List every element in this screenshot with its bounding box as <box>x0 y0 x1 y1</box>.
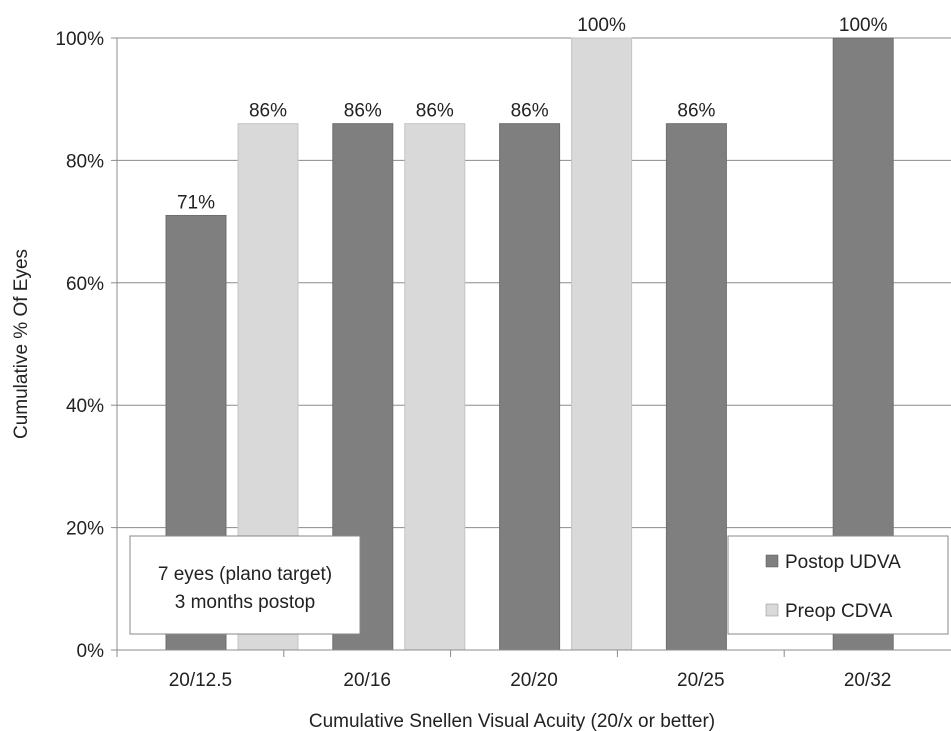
x-tick-label: 20/16 <box>343 670 391 691</box>
y-tick-label: 80% <box>66 151 104 172</box>
data-label-preop-cdva: 86% <box>249 101 287 122</box>
bar-preop-cdva <box>404 123 466 651</box>
y-axis-title: Cumulative % Of Eyes <box>11 249 32 439</box>
data-label-postop-udva: 86% <box>677 101 715 122</box>
annotation-box: 7 eyes (plano target) 3 months postop <box>129 535 361 635</box>
data-labels: 71% 86% 86% 86% 100% 86% 86% 100% <box>177 15 888 213</box>
y-tick-label: 60% <box>66 274 104 295</box>
x-axis-title: Cumulative Snellen Visual Acuity (20/x o… <box>309 711 715 731</box>
data-label-postop-udva: 86% <box>511 101 549 122</box>
bar-postop-udva <box>499 123 561 651</box>
y-tick-label: 20% <box>66 519 104 540</box>
bar-preop-cdva <box>571 37 633 651</box>
legend-label-preop-cdva: Preop CDVA <box>785 601 893 622</box>
x-tick-label: 20/12.5 <box>169 670 232 691</box>
data-label-preop-cdva: 100% <box>577 15 626 36</box>
data-label-preop-cdva: 86% <box>416 101 454 122</box>
legend-swatch-postop-udva <box>765 554 779 568</box>
y-tick-label: 100% <box>55 29 104 50</box>
x-tick-label: 20/25 <box>677 670 725 691</box>
y-tick-label: 0% <box>77 641 105 662</box>
axes: 0% 20% 40% 60% 80% 100% 20/12.5 20/16 20/20 20/25… <box>55 29 951 691</box>
annotation-line-1: 7 eyes (plano target) <box>158 564 332 585</box>
data-label-postop-udva: 86% <box>344 101 382 122</box>
x-tick-label: 20/20 <box>510 670 558 691</box>
annotation-line-2: 3 months postop <box>175 592 315 613</box>
y-tick-label: 40% <box>66 396 104 417</box>
legend: Postop UDVA Preop CDVA <box>727 535 949 635</box>
x-tick-label: 20/32 <box>844 670 892 691</box>
bar-postop-udva <box>665 123 727 651</box>
data-label-postop-udva: 100% <box>839 15 888 36</box>
data-label-postop-udva: 71% <box>177 192 215 213</box>
legend-label-postop-udva: Postop UDVA <box>785 552 901 573</box>
legend-swatch-preop-cdva <box>765 603 779 617</box>
